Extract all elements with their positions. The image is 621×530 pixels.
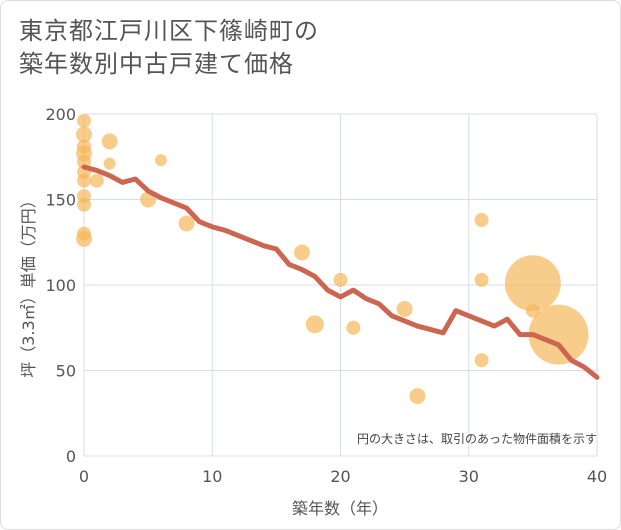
y-tick-label-4: 200	[45, 105, 76, 124]
chart-title: 東京都江戸川区下篠崎町の 築年数別中古戸建て価格	[19, 15, 319, 81]
data-point-8	[77, 197, 91, 212]
bubble-layer	[76, 113, 589, 405]
data-point-16	[178, 215, 195, 232]
data-point-25	[474, 353, 489, 368]
x-axis-ticks: 0 10 20 30 40	[79, 467, 607, 486]
data-point-0	[77, 113, 91, 128]
data-point-17	[294, 244, 311, 261]
data-point-18	[305, 315, 324, 334]
data-point-11	[89, 173, 104, 188]
data-point-27	[504, 255, 561, 312]
data-point-6	[77, 173, 91, 188]
x-tick-label-3: 30	[459, 467, 479, 486]
x-axis-label: 築年数（年）	[292, 499, 388, 518]
data-point-1	[76, 126, 92, 143]
data-point-12	[101, 133, 118, 150]
y-axis-ticks: 0 50 100 150 200	[45, 105, 76, 466]
data-point-24	[474, 272, 489, 287]
chart-title-line-1: 東京都江戸川区下篠崎町の	[19, 17, 319, 45]
bubble-size-note: 円の大きさは、取引のあった物件面積を示す	[357, 431, 597, 446]
x-tick-label-0: 0	[79, 467, 89, 486]
data-point-21	[396, 300, 413, 317]
data-point-13	[103, 157, 116, 170]
trend-line	[81, 164, 600, 380]
y-axis-label: 坪（3.3㎡）単価（万円）	[19, 192, 38, 377]
y-tick-label-2: 100	[45, 276, 76, 295]
data-point-19	[333, 272, 348, 287]
y-tick-label-1: 50	[56, 362, 76, 381]
x-tick-label-1: 10	[202, 467, 222, 486]
data-point-14	[154, 154, 167, 167]
data-point-28	[528, 304, 589, 365]
data-point-23	[474, 213, 489, 228]
y-tick-label-0: 0	[66, 447, 76, 466]
x-tick-label-4: 40	[587, 467, 607, 486]
x-tick-label-2: 20	[330, 467, 350, 486]
data-point-10	[76, 230, 92, 247]
data-point-20	[346, 320, 361, 335]
data-point-22	[409, 388, 426, 405]
y-tick-label-3: 150	[45, 191, 76, 210]
chart-title-line-2: 築年数別中古戸建て価格	[19, 50, 294, 78]
